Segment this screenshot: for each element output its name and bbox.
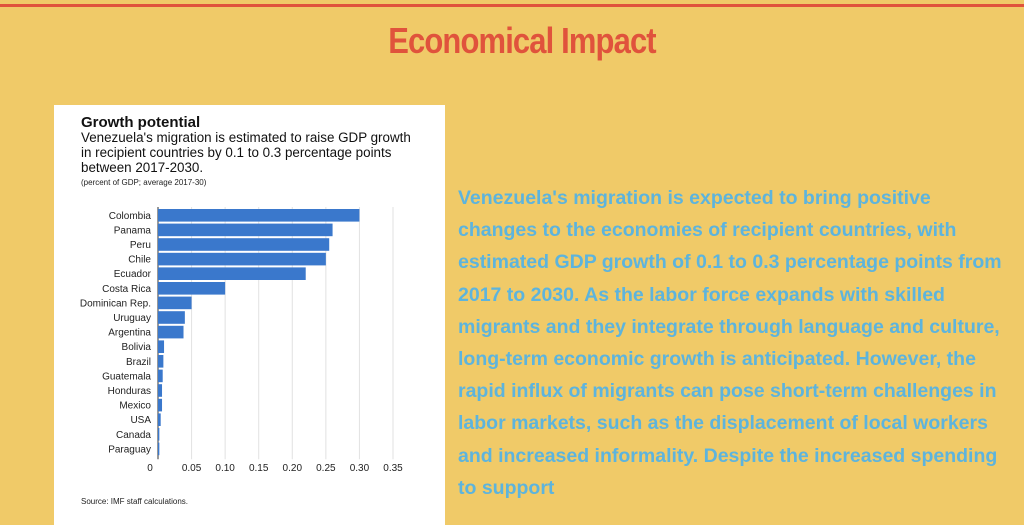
chart-subtitle: Venezuela's migration is estimated to ra…	[81, 130, 411, 175]
category-label: Ecuador	[114, 269, 152, 280]
bar	[158, 413, 161, 426]
bar	[158, 355, 164, 368]
category-label: Chile	[128, 255, 151, 266]
bar	[158, 442, 160, 456]
chart-source: Source: IMF staff calculations.	[81, 497, 189, 506]
bar	[158, 384, 163, 397]
x-tick-label: 0.25	[316, 463, 336, 474]
bar	[158, 428, 160, 441]
bar	[158, 223, 333, 237]
bar	[158, 282, 226, 295]
category-label: Brazil	[126, 357, 151, 368]
category-label: Dominican Rep.	[80, 298, 151, 309]
page-title: Economical Impact	[388, 20, 656, 61]
x-tick-label: 0.10	[215, 463, 235, 474]
category-label: Uruguay	[113, 313, 151, 324]
top-rule	[0, 4, 1024, 7]
category-label: Guatemala	[102, 371, 151, 382]
body-paragraph: Venezuela's migration is expected to bri…	[458, 187, 1002, 499]
x-tick-label: 0.30	[350, 463, 370, 474]
x-tick-label: 0.05	[182, 463, 202, 474]
category-label: Canada	[116, 430, 151, 441]
bar	[158, 311, 185, 324]
x-tick-label: 0.20	[283, 463, 303, 474]
category-label: Honduras	[108, 386, 151, 397]
x-tick-label: 0.15	[249, 463, 269, 474]
category-label: USA	[130, 415, 151, 426]
bar	[158, 340, 165, 353]
category-label: Colombia	[109, 211, 152, 222]
bar	[158, 238, 330, 251]
category-label: Paraguay	[108, 444, 151, 455]
bar-chart: Colombia Panama Peru Chile Ecuador Costa Rica…	[80, 207, 403, 474]
x-tick-label: 0.35	[383, 463, 403, 474]
category-label: Panama	[114, 225, 152, 236]
category-label: Costa Rica	[102, 284, 151, 295]
bar	[158, 398, 163, 412]
chart-card: Growth potential Venezuela's migration i…	[54, 105, 445, 525]
category-label: Bolivia	[122, 342, 152, 353]
bar	[158, 252, 326, 266]
bar	[158, 369, 163, 383]
bar	[158, 296, 192, 310]
category-label: Mexico	[119, 401, 151, 412]
bar	[158, 209, 360, 222]
chart-heading: Growth potential	[81, 114, 201, 131]
x-tick-label: 0	[147, 463, 153, 474]
chart-note: (percent of GDP; average 2017-30)	[81, 178, 207, 187]
category-label: Argentina	[108, 328, 151, 339]
bar	[158, 325, 184, 339]
bar	[158, 267, 306, 280]
category-label: Peru	[130, 240, 151, 251]
